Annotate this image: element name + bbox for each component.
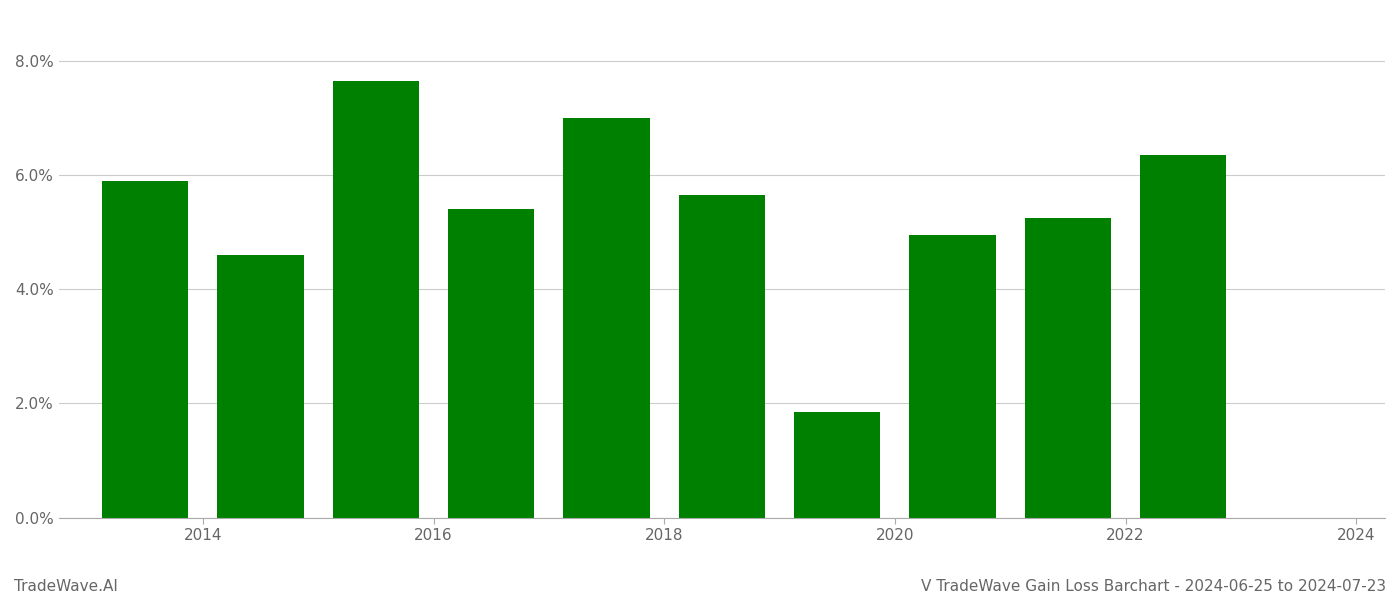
- Bar: [217, 255, 304, 518]
- Bar: [1025, 218, 1112, 518]
- Bar: [448, 209, 535, 518]
- Bar: [1140, 155, 1226, 518]
- Bar: [679, 195, 766, 518]
- Bar: [563, 118, 650, 518]
- Text: V TradeWave Gain Loss Barchart - 2024-06-25 to 2024-07-23: V TradeWave Gain Loss Barchart - 2024-06…: [921, 579, 1386, 594]
- Bar: [102, 181, 189, 518]
- Bar: [794, 412, 881, 518]
- Bar: [909, 235, 995, 518]
- Text: TradeWave.AI: TradeWave.AI: [14, 579, 118, 594]
- Bar: [333, 80, 419, 518]
